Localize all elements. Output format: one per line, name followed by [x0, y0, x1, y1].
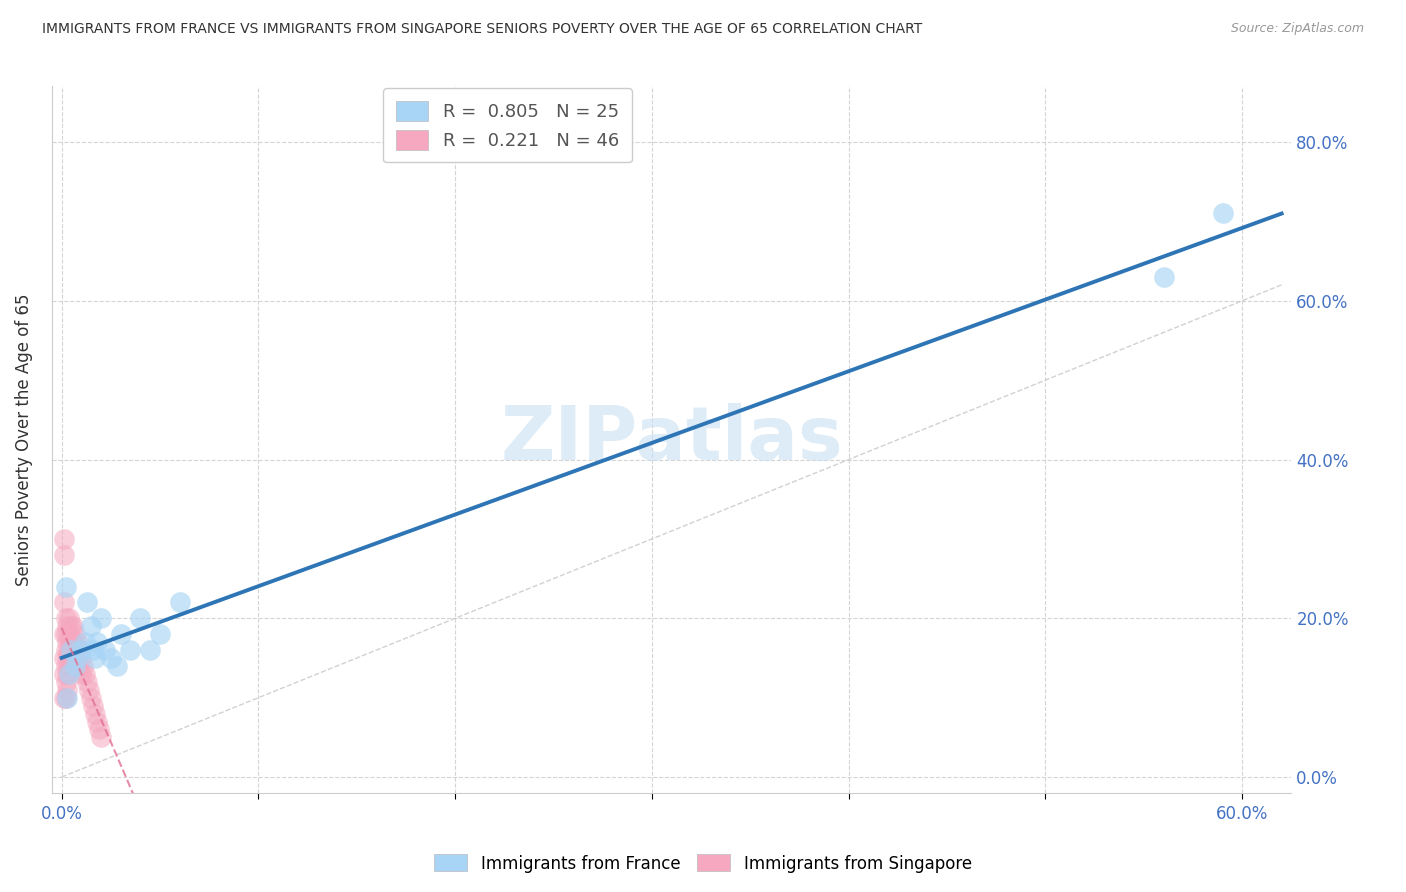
- Point: [56, 666, 79, 681]
- Point: [75, 666, 97, 681]
- Point: [94, 643, 117, 657]
- Point: [55, 643, 77, 657]
- Point: [55, 674, 77, 689]
- Point: [66, 635, 89, 649]
- Point: [139, 643, 162, 657]
- Point: [56, 651, 79, 665]
- Point: [72, 659, 94, 673]
- Text: ZIPatlas: ZIPatlas: [501, 403, 844, 476]
- Point: [87, 723, 110, 737]
- Point: [56, 682, 79, 697]
- Point: [55, 611, 77, 625]
- Point: [105, 659, 128, 673]
- Point: [60, 643, 83, 657]
- Point: [55, 690, 77, 705]
- Point: [120, 643, 142, 657]
- Point: [80, 690, 103, 705]
- Point: [1153, 269, 1175, 284]
- Point: [82, 698, 104, 713]
- Point: [52, 666, 75, 681]
- Point: [52, 532, 75, 546]
- Point: [62, 651, 84, 665]
- Point: [62, 635, 84, 649]
- Point: [67, 659, 90, 673]
- Point: [52, 690, 75, 705]
- Point: [76, 595, 98, 609]
- Point: [70, 643, 93, 657]
- Point: [110, 627, 132, 641]
- Point: [55, 580, 77, 594]
- Point: [86, 714, 108, 729]
- Y-axis label: Seniors Poverty Over the Age of 65: Seniors Poverty Over the Age of 65: [15, 293, 32, 586]
- Point: [58, 627, 80, 641]
- Point: [84, 706, 107, 721]
- Point: [52, 651, 75, 665]
- Point: [129, 611, 152, 625]
- Point: [1212, 206, 1234, 220]
- Point: [60, 635, 83, 649]
- Point: [58, 666, 80, 681]
- Point: [65, 659, 87, 673]
- Point: [90, 731, 112, 745]
- Point: [66, 651, 89, 665]
- Point: [86, 635, 108, 649]
- Point: [77, 682, 100, 697]
- Point: [84, 651, 107, 665]
- Point: [67, 643, 90, 657]
- Point: [60, 651, 83, 665]
- Point: [65, 627, 87, 641]
- Point: [65, 651, 87, 665]
- Point: [169, 595, 191, 609]
- Point: [66, 651, 89, 665]
- Point: [55, 659, 77, 673]
- Point: [70, 651, 93, 665]
- Point: [58, 643, 80, 657]
- Point: [100, 651, 122, 665]
- Point: [70, 666, 93, 681]
- Legend: Immigrants from France, Immigrants from Singapore: Immigrants from France, Immigrants from …: [427, 847, 979, 880]
- Point: [149, 627, 172, 641]
- Point: [58, 659, 80, 673]
- Legend: R =  0.805   N = 25, R =  0.221   N = 46: R = 0.805 N = 25, R = 0.221 N = 46: [382, 88, 631, 162]
- Point: [52, 595, 75, 609]
- Point: [56, 619, 79, 633]
- Point: [52, 548, 75, 562]
- Point: [52, 627, 75, 641]
- Point: [56, 690, 79, 705]
- Point: [82, 643, 104, 657]
- Text: Source: ZipAtlas.com: Source: ZipAtlas.com: [1230, 22, 1364, 36]
- Point: [62, 619, 84, 633]
- Point: [58, 611, 80, 625]
- Point: [80, 619, 103, 633]
- Text: IMMIGRANTS FROM FRANCE VS IMMIGRANTS FROM SINGAPORE SENIORS POVERTY OVER THE AGE: IMMIGRANTS FROM FRANCE VS IMMIGRANTS FRO…: [42, 22, 922, 37]
- Point: [60, 619, 83, 633]
- Point: [76, 674, 98, 689]
- Point: [90, 611, 112, 625]
- Point: [75, 635, 97, 649]
- Point: [56, 635, 79, 649]
- Point: [55, 627, 77, 641]
